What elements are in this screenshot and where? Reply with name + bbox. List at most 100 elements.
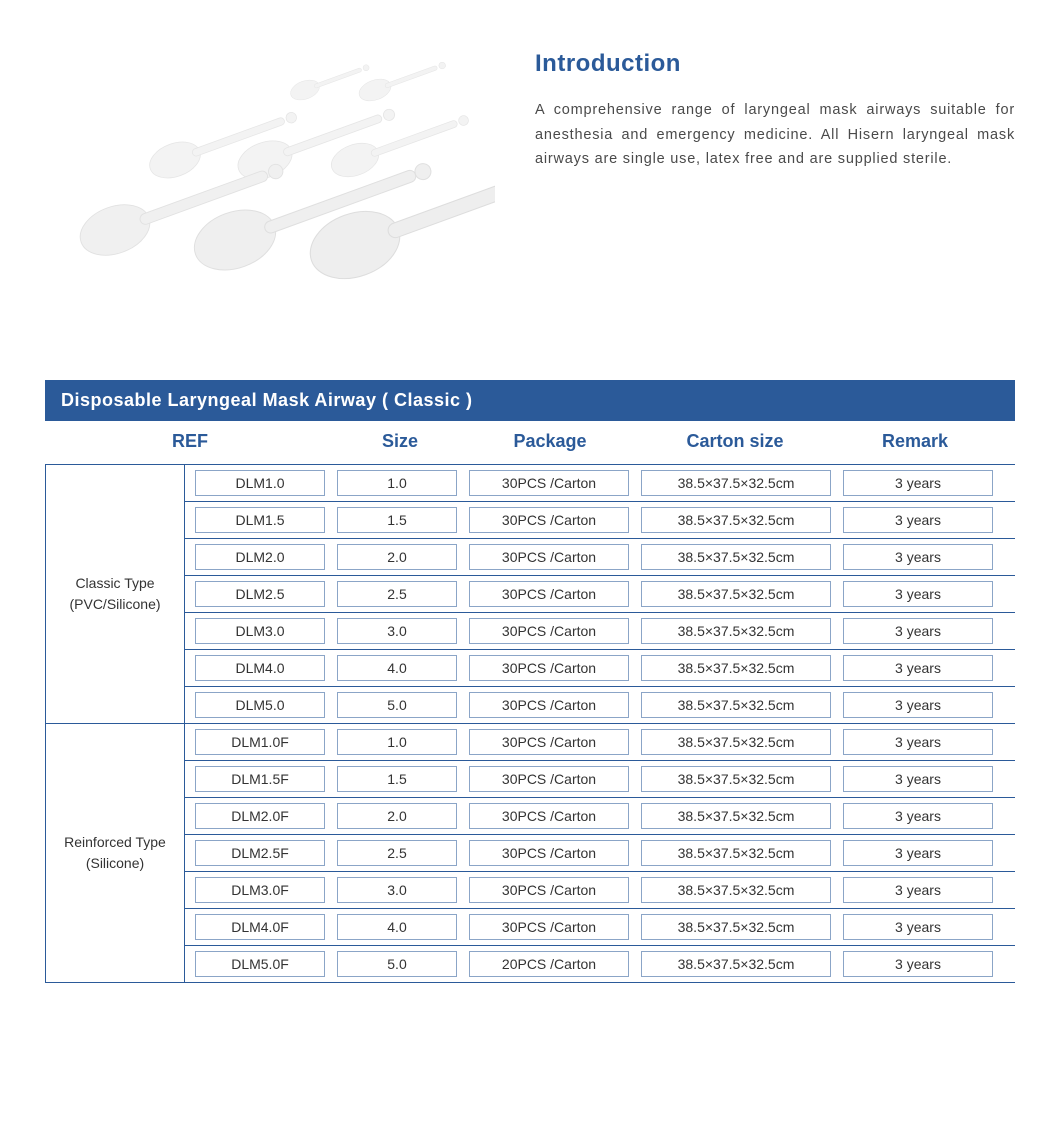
table-row: DLM4.0 4.0 30PCS /Carton 38.5×37.5×32.5cm 3 … — [185, 650, 1015, 687]
cell-size: 2.0 — [337, 544, 457, 570]
cell-package: 30PCS /Carton — [469, 692, 629, 718]
cell-package: 30PCS /Carton — [469, 914, 629, 940]
cell-remark: 3 years — [843, 470, 993, 496]
header-carton: Carton size — [635, 431, 835, 452]
table-row: DLM5.0 5.0 30PCS /Carton 38.5×37.5×32.5cm 3 … — [185, 687, 1015, 724]
cell-carton: 38.5×37.5×32.5cm — [641, 803, 831, 829]
cell-size: 3.0 — [337, 618, 457, 644]
cell-package: 30PCS /Carton — [469, 766, 629, 792]
cell-size: 2.5 — [337, 840, 457, 866]
product-image-area — [45, 40, 495, 320]
type-group: Classic Type (PVC/Silicone) DLM1.0 1.0 30PC… — [45, 464, 1015, 724]
cell-carton: 38.5×37.5×32.5cm — [641, 544, 831, 570]
cell-remark: 3 years — [843, 729, 993, 755]
cell-remark: 3 years — [843, 692, 993, 718]
cell-carton: 38.5×37.5×32.5cm — [641, 840, 831, 866]
cell-carton: 38.5×37.5×32.5cm — [641, 581, 831, 607]
cell-carton: 38.5×37.5×32.5cm — [641, 655, 831, 681]
cell-carton: 38.5×37.5×32.5cm — [641, 914, 831, 940]
header-remark: Remark — [835, 431, 995, 452]
table-row: DLM2.5 2.5 30PCS /Carton 38.5×37.5×32.5cm 3 … — [185, 576, 1015, 613]
cell-package: 30PCS /Carton — [469, 470, 629, 496]
cell-carton: 38.5×37.5×32.5cm — [641, 470, 831, 496]
cell-size: 1.5 — [337, 507, 457, 533]
top-section: Introduction A comprehensive range of la… — [45, 40, 1015, 320]
cell-ref: DLM1.0F — [195, 729, 325, 755]
cell-size: 4.0 — [337, 914, 457, 940]
table-row: DLM1.0F 1.0 30PCS /Carton 38.5×37.5×32.5cm 3… — [185, 724, 1015, 761]
cell-package: 30PCS /Carton — [469, 803, 629, 829]
cell-package: 30PCS /Carton — [469, 544, 629, 570]
cell-remark: 3 years — [843, 766, 993, 792]
cell-remark: 3 years — [843, 655, 993, 681]
cell-ref: DLM1.5F — [195, 766, 325, 792]
cell-size: 4.0 — [337, 655, 457, 681]
cell-ref: DLM5.0F — [195, 951, 325, 977]
type-group: Reinforced Type (Silicone) DLM1.0F 1.0 30PC… — [45, 724, 1015, 983]
header-size: Size — [335, 431, 465, 452]
cell-carton: 38.5×37.5×32.5cm — [641, 618, 831, 644]
table-row: DLM2.5F2.530PCS /Carton38.5×37.5×32.5cm3… — [185, 835, 1015, 872]
cell-ref: DLM2.0F — [195, 803, 325, 829]
table-header-row: REF Size Package Carton size Remark — [45, 421, 1015, 464]
intro-title: Introduction — [535, 50, 1015, 78]
cell-remark: 3 years — [843, 803, 993, 829]
cell-ref: DLM5.0 — [195, 692, 325, 718]
table-body: Classic Type (PVC/Silicone) DLM1.0 1.0 30PC… — [45, 464, 1015, 983]
cell-carton: 38.5×37.5×32.5cm — [641, 766, 831, 792]
type-label: Reinforced Type (Silicone) — [45, 724, 185, 983]
table-title: Disposable Laryngeal Mask Airway ( Class… — [45, 380, 1015, 421]
cell-package: 30PCS /Carton — [469, 729, 629, 755]
cell-size: 5.0 — [337, 692, 457, 718]
cell-ref: DLM2.5F — [195, 840, 325, 866]
cell-carton: 38.5×37.5×32.5cm — [641, 951, 831, 977]
cell-size: 2.0 — [337, 803, 457, 829]
cell-carton: 38.5×37.5×32.5cm — [641, 507, 831, 533]
cell-size: 1.5 — [337, 766, 457, 792]
cell-package: 30PCS /Carton — [469, 618, 629, 644]
intro-text-area: Introduction A comprehensive range of la… — [535, 40, 1015, 320]
table-row: DLM2.0 2.0 30PCS /Carton 38.5×37.5×32.5cm 3 … — [185, 539, 1015, 576]
table-row: DLM3.0F3.030PCS /Carton38.5×37.5×32.5cm3… — [185, 872, 1015, 909]
cell-package: 30PCS /Carton — [469, 507, 629, 533]
rows-wrap: DLM1.0 1.0 30PCS /Carton 38.5×37.5×32.5cm 3 … — [185, 464, 1015, 724]
cell-remark: 3 years — [843, 951, 993, 977]
cell-carton: 38.5×37.5×32.5cm — [641, 729, 831, 755]
cell-package: 20PCS /Carton — [469, 951, 629, 977]
cell-remark: 3 years — [843, 581, 993, 607]
cell-package: 30PCS /Carton — [469, 581, 629, 607]
cell-ref: DLM2.5 — [195, 581, 325, 607]
cell-ref: DLM1.5 — [195, 507, 325, 533]
product-illustration — [45, 40, 495, 320]
cell-carton: 38.5×37.5×32.5cm — [641, 692, 831, 718]
type-label: Classic Type (PVC/Silicone) — [45, 464, 185, 724]
cell-remark: 3 years — [843, 914, 993, 940]
cell-size: 3.0 — [337, 877, 457, 903]
table-row: DLM1.5F 1.5 30PCS /Carton 38.5×37.5×32.5cm 3… — [185, 761, 1015, 798]
table-row: DLM4.0F 4.0 30PCS /Carton 38.5×37.5×32.5cm 3… — [185, 909, 1015, 946]
table-row: DLM1.0 1.0 30PCS /Carton 38.5×37.5×32.5cm 3 … — [185, 465, 1015, 502]
cell-ref: DLM1.0 — [195, 470, 325, 496]
cell-size: 1.0 — [337, 470, 457, 496]
cell-remark: 3 years — [843, 507, 993, 533]
cell-carton: 38.5×37.5×32.5cm — [641, 877, 831, 903]
table-row: DLM5.0F 5.0 20PCS /Carton 38.5×37.5×32.5cm 3… — [185, 946, 1015, 983]
cell-remark: 3 years — [843, 544, 993, 570]
cell-ref: DLM3.0F — [195, 877, 325, 903]
cell-remark: 3 years — [843, 877, 993, 903]
header-package: Package — [465, 431, 635, 452]
cell-ref: DLM4.0F — [195, 914, 325, 940]
product-table: Disposable Laryngeal Mask Airway ( Class… — [45, 380, 1015, 983]
cell-ref: DLM2.0 — [195, 544, 325, 570]
cell-size: 2.5 — [337, 581, 457, 607]
cell-ref: DLM3.0 — [195, 618, 325, 644]
cell-size: 5.0 — [337, 951, 457, 977]
cell-package: 30PCS /Carton — [469, 655, 629, 681]
cell-ref: DLM4.0 — [195, 655, 325, 681]
cell-size: 1.0 — [337, 729, 457, 755]
intro-body: A comprehensive range of laryngeal mask … — [535, 98, 1015, 172]
table-row: DLM2.0F 2.0 30PCS /Carton 38.5×37.5×32.5cm 3… — [185, 798, 1015, 835]
rows-wrap: DLM1.0F 1.0 30PCS /Carton 38.5×37.5×32.5cm 3… — [185, 724, 1015, 983]
table-row: DLM3.03.030PCS /Carton38.5×37.5×32.5cm3 … — [185, 613, 1015, 650]
table-row: DLM1.5 1.5 30PCS /Carton 38.5×37.5×32.5cm 3 … — [185, 502, 1015, 539]
